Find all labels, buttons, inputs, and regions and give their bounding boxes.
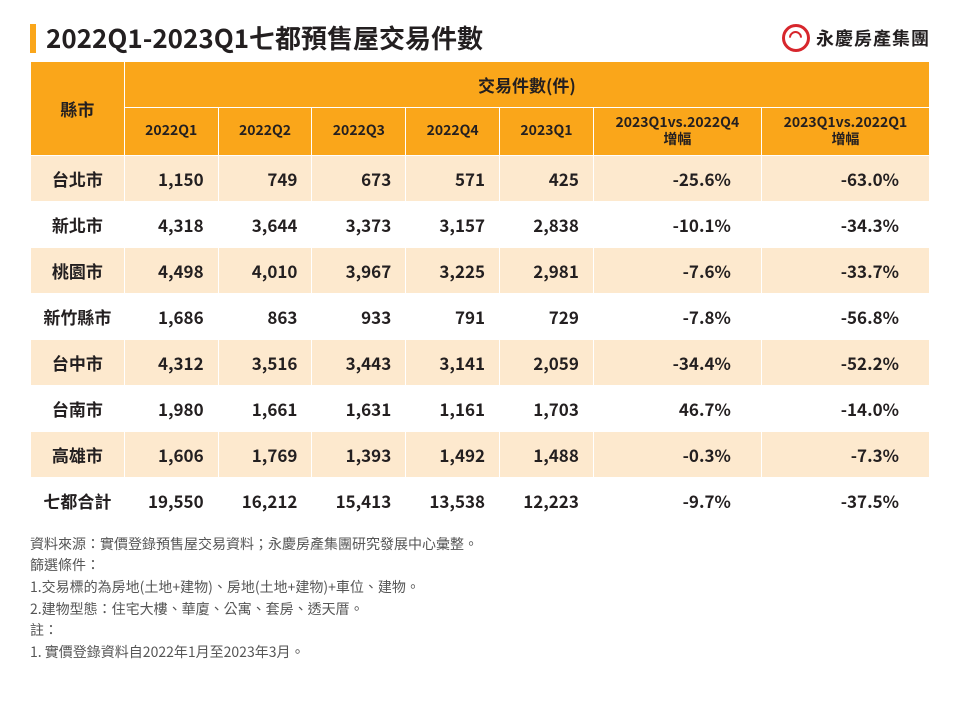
city-cell: 七都合計 xyxy=(31,477,125,523)
page-title: 2022Q1-2023Q1七都預售屋交易件數 xyxy=(30,24,483,53)
value-cell: 3,967 xyxy=(312,247,406,293)
pct-cell: 46.7% xyxy=(593,385,761,431)
pct-cell: -37.5% xyxy=(761,477,929,523)
table-row: 台北市1,150749673571425-25.6%-63.0% xyxy=(31,155,930,201)
value-cell: 1,980 xyxy=(124,385,218,431)
table-row: 台南市1,9801,6611,6311,1611,70346.7%-14.0% xyxy=(31,385,930,431)
value-cell: 1,161 xyxy=(406,385,500,431)
value-cell: 2,059 xyxy=(500,339,594,385)
value-cell: 3,141 xyxy=(406,339,500,385)
city-cell: 台南市 xyxy=(31,385,125,431)
pct-cell: -34.4% xyxy=(593,339,761,385)
brand-logo-text: 永慶房產集團 xyxy=(816,25,930,51)
pct-cell: -7.6% xyxy=(593,247,761,293)
col-header-group: 交易件數(件) xyxy=(124,61,929,107)
pct-cell: -7.8% xyxy=(593,293,761,339)
value-cell: 2,838 xyxy=(500,201,594,247)
footnote-line: 1.交易標的為房地(土地+建物)、房地(土地+建物)+車位、建物。 xyxy=(30,577,930,599)
table-head: 縣市 交易件數(件) 2022Q12022Q22022Q32022Q42023Q… xyxy=(31,61,930,155)
value-cell: 571 xyxy=(406,155,500,201)
value-cell: 2,981 xyxy=(500,247,594,293)
value-cell: 3,516 xyxy=(218,339,312,385)
col-header: 2022Q2 xyxy=(218,107,312,155)
pct-cell: -7.3% xyxy=(761,431,929,477)
table-row: 台中市4,3123,5163,4433,1412,059-34.4%-52.2% xyxy=(31,339,930,385)
pct-cell: -14.0% xyxy=(761,385,929,431)
value-cell: 3,443 xyxy=(312,339,406,385)
value-cell: 1,631 xyxy=(312,385,406,431)
value-cell: 1,150 xyxy=(124,155,218,201)
table-row: 桃園市4,4984,0103,9673,2252,981-7.6%-33.7% xyxy=(31,247,930,293)
value-cell: 1,686 xyxy=(124,293,218,339)
col-header: 2023Q1vs.2022Q4增幅 xyxy=(593,107,761,155)
table-row: 高雄市1,6061,7691,3931,4921,488-0.3%-7.3% xyxy=(31,431,930,477)
city-cell: 台北市 xyxy=(31,155,125,201)
pct-cell: -0.3% xyxy=(593,431,761,477)
value-cell: 3,157 xyxy=(406,201,500,247)
value-cell: 13,538 xyxy=(406,477,500,523)
value-cell: 1,606 xyxy=(124,431,218,477)
footnote-line: 2.建物型態：住宅大樓、華廈、公寓、套房、透天厝。 xyxy=(30,599,930,621)
city-cell: 桃園市 xyxy=(31,247,125,293)
table-body: 台北市1,150749673571425-25.6%-63.0%新北市4,318… xyxy=(31,155,930,523)
data-table: 縣市 交易件數(件) 2022Q12022Q22022Q32022Q42023Q… xyxy=(30,61,930,524)
col-header: 2022Q1 xyxy=(124,107,218,155)
value-cell: 19,550 xyxy=(124,477,218,523)
value-cell: 3,373 xyxy=(312,201,406,247)
value-cell: 673 xyxy=(312,155,406,201)
value-cell: 1,488 xyxy=(500,431,594,477)
pct-cell: -9.7% xyxy=(593,477,761,523)
footnotes: 資料來源：實價登錄預售屋交易資料；永慶房產集團研究發展中心彙整。篩選條件：1.交… xyxy=(30,534,930,664)
col-header-city: 縣市 xyxy=(31,61,125,155)
value-cell: 1,769 xyxy=(218,431,312,477)
pct-cell: -10.1% xyxy=(593,201,761,247)
value-cell: 4,010 xyxy=(218,247,312,293)
pct-cell: -63.0% xyxy=(761,155,929,201)
city-cell: 高雄市 xyxy=(31,431,125,477)
value-cell: 729 xyxy=(500,293,594,339)
pct-cell: -34.3% xyxy=(761,201,929,247)
value-cell: 1,393 xyxy=(312,431,406,477)
value-cell: 4,312 xyxy=(124,339,218,385)
pct-cell: -56.8% xyxy=(761,293,929,339)
value-cell: 16,212 xyxy=(218,477,312,523)
col-header: 2023Q1vs.2022Q1增幅 xyxy=(761,107,929,155)
col-header: 2023Q1 xyxy=(500,107,594,155)
value-cell: 15,413 xyxy=(312,477,406,523)
col-header: 2022Q3 xyxy=(312,107,406,155)
value-cell: 425 xyxy=(500,155,594,201)
value-cell: 1,703 xyxy=(500,385,594,431)
value-cell: 1,492 xyxy=(406,431,500,477)
table-row: 新竹縣市1,686863933791729-7.8%-56.8% xyxy=(31,293,930,339)
value-cell: 4,318 xyxy=(124,201,218,247)
city-cell: 台中市 xyxy=(31,339,125,385)
table-row: 新北市4,3183,6443,3733,1572,838-10.1%-34.3% xyxy=(31,201,930,247)
footnote-line: 註： xyxy=(30,620,930,642)
value-cell: 933 xyxy=(312,293,406,339)
value-cell: 3,644 xyxy=(218,201,312,247)
value-cell: 749 xyxy=(218,155,312,201)
value-cell: 791 xyxy=(406,293,500,339)
value-cell: 4,498 xyxy=(124,247,218,293)
city-cell: 新竹縣市 xyxy=(31,293,125,339)
pct-cell: -33.7% xyxy=(761,247,929,293)
value-cell: 1,661 xyxy=(218,385,312,431)
table-row: 七都合計19,55016,21215,41313,53812,223-9.7%-… xyxy=(31,477,930,523)
city-cell: 新北市 xyxy=(31,201,125,247)
footnote-line: 資料來源：實價登錄預售屋交易資料；永慶房產集團研究發展中心彙整。 xyxy=(30,534,930,556)
value-cell: 863 xyxy=(218,293,312,339)
footnote-line: 1. 實價登錄資料自2022年1月至2023年3月。 xyxy=(30,642,930,664)
header-row: 2022Q1-2023Q1七都預售屋交易件數 永慶房產集團 xyxy=(30,24,930,53)
brand-logo-icon xyxy=(782,24,810,52)
col-header: 2022Q4 xyxy=(406,107,500,155)
pct-cell: -25.6% xyxy=(593,155,761,201)
brand-logo: 永慶房產集團 xyxy=(782,24,930,52)
footnote-line: 篩選條件： xyxy=(30,555,930,577)
value-cell: 3,225 xyxy=(406,247,500,293)
value-cell: 12,223 xyxy=(500,477,594,523)
pct-cell: -52.2% xyxy=(761,339,929,385)
